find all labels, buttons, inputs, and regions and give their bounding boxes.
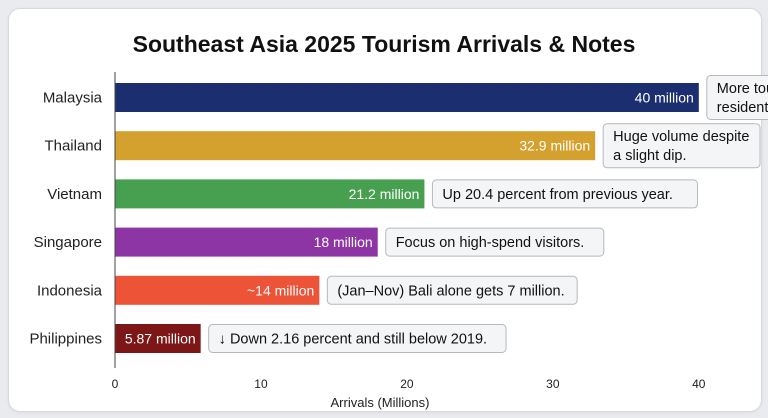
category-label-vietnam: Vietnam — [47, 186, 102, 203]
note-text-philippines: ↓ Down 2.16 percent and still below 2019… — [219, 332, 487, 348]
value-label-philippines: 5.87 million — [125, 331, 196, 347]
bar-thailand — [115, 131, 596, 161]
x-tick-label-10: 10 — [254, 377, 268, 391]
bar-singapore — [115, 227, 378, 257]
category-label-singapore: Singapore — [34, 234, 102, 251]
category-label-malaysia: Malaysia — [43, 90, 103, 107]
value-label-indonesia: ~14 million — [247, 282, 314, 298]
x-tick-label-40: 40 — [692, 377, 706, 391]
category-label-thailand: Thailand — [44, 138, 102, 155]
note-text-thailand: a slight dip. — [613, 148, 686, 164]
note-text-indonesia: (Jan–Nov) Bali alone gets 7 million. — [337, 283, 564, 299]
note-text-singapore: Focus on high-spend visitors. — [396, 235, 585, 251]
note-box-singapore — [385, 227, 605, 257]
x-tick-label-20: 20 — [400, 377, 414, 391]
category-label-indonesia: Indonesia — [37, 282, 103, 299]
note-box-vietnam — [431, 179, 698, 209]
note-box-thailand — [602, 123, 761, 169]
bar-vietnam — [115, 179, 425, 209]
note-box-indonesia — [326, 275, 578, 305]
chart-title: Southeast Asia 2025 Tourism Arrivals & N… — [133, 31, 636, 57]
note-box-philippines — [208, 324, 507, 353]
note-text-malaysia: More tourists than — [717, 81, 768, 97]
value-label-thailand: 32.9 million — [519, 138, 590, 154]
x-tick-label-0: 0 — [112, 377, 119, 391]
bar-indonesia — [115, 275, 320, 305]
note-text-thailand: Huge volume despite — [613, 129, 749, 145]
bars-layer: Malaysia 40 million More tourists than resi… — [29, 75, 768, 353]
note-box-malaysia — [706, 75, 768, 120]
x-ticks: 0 10 20 30 40 — [112, 377, 706, 391]
note-text-vietnam: Up 20.4 percent from previous year. — [442, 187, 673, 203]
bar-malaysia — [115, 83, 699, 112]
value-label-vietnam: 21.2 million — [349, 186, 420, 202]
category-label-philippines: Philippines — [29, 331, 102, 348]
value-label-malaysia: 40 million — [635, 90, 694, 106]
x-tick-label-30: 30 — [546, 377, 560, 391]
value-label-singapore: 18 million — [314, 234, 373, 250]
x-axis-label: Arrivals (Millions) — [331, 395, 430, 410]
bar-philippines — [115, 324, 201, 353]
note-text-malaysia: residents. — [717, 100, 768, 116]
